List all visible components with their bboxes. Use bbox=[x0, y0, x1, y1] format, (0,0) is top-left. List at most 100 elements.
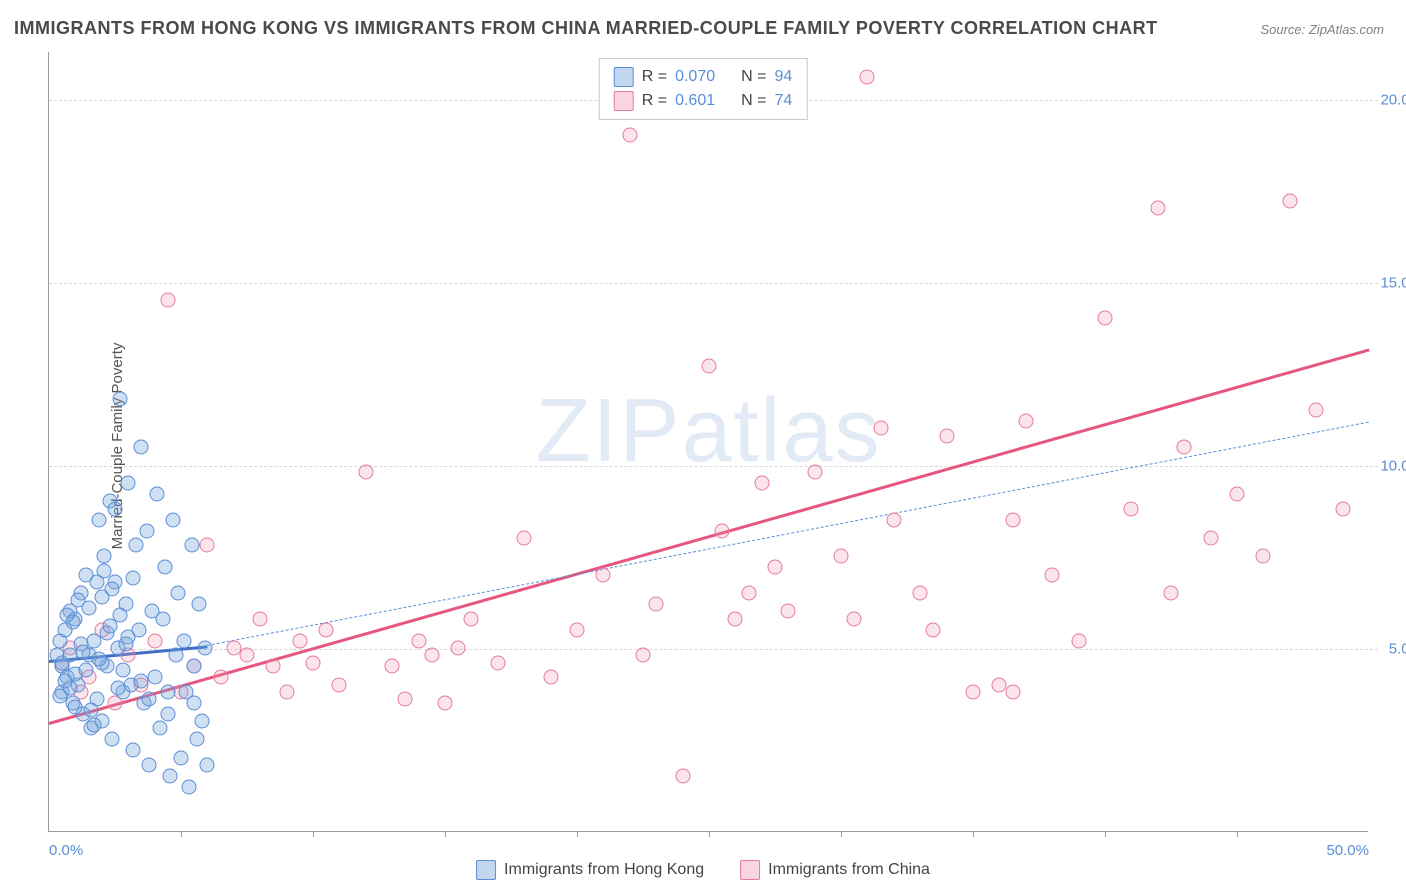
scatter-point bbox=[1124, 501, 1139, 516]
scatter-point bbox=[543, 670, 558, 685]
scatter-point bbox=[78, 662, 93, 677]
x-tick-mark bbox=[841, 831, 842, 837]
scatter-point bbox=[754, 476, 769, 491]
scatter-point bbox=[71, 593, 86, 608]
scatter-point bbox=[702, 358, 717, 373]
legend-item-china: Immigrants from China bbox=[740, 860, 930, 880]
x-tick-mark bbox=[313, 831, 314, 837]
scatter-point bbox=[306, 655, 321, 670]
scatter-point bbox=[171, 585, 186, 600]
scatter-point bbox=[1005, 684, 1020, 699]
x-tick-mark bbox=[1105, 831, 1106, 837]
scatter-point bbox=[768, 560, 783, 575]
scatter-point bbox=[279, 684, 294, 699]
scatter-point bbox=[451, 640, 466, 655]
x-tick-label: 50.0% bbox=[1326, 842, 1369, 859]
scatter-point bbox=[110, 681, 125, 696]
scatter-point bbox=[105, 732, 120, 747]
scatter-point bbox=[1098, 311, 1113, 326]
legend-series: Immigrants from Hong Kong Immigrants fro… bbox=[476, 860, 930, 880]
scatter-point bbox=[187, 695, 202, 710]
legend-label-cn: Immigrants from China bbox=[768, 861, 930, 879]
scatter-point bbox=[939, 428, 954, 443]
scatter-point bbox=[570, 622, 585, 637]
scatter-point bbox=[155, 611, 170, 626]
scatter-point bbox=[118, 637, 133, 652]
scatter-point bbox=[886, 512, 901, 527]
scatter-point bbox=[1005, 512, 1020, 527]
gridline bbox=[49, 283, 1378, 284]
y-tick-label: 10.0% bbox=[1380, 457, 1406, 474]
scatter-point bbox=[200, 538, 215, 553]
scatter-point bbox=[1335, 501, 1350, 516]
scatter-point bbox=[358, 465, 373, 480]
scatter-point bbox=[163, 769, 178, 784]
scatter-point bbox=[213, 670, 228, 685]
gridline bbox=[49, 466, 1378, 467]
scatter-point bbox=[150, 487, 165, 502]
scatter-point bbox=[292, 633, 307, 648]
trend-line bbox=[49, 349, 1370, 725]
scatter-point bbox=[97, 549, 112, 564]
scatter-point bbox=[1309, 402, 1324, 417]
chart-title: IMMIGRANTS FROM HONG KONG VS IMMIGRANTS … bbox=[14, 18, 1158, 39]
scatter-point bbox=[517, 531, 532, 546]
scatter-point bbox=[1203, 531, 1218, 546]
scatter-point bbox=[176, 633, 191, 648]
scatter-point bbox=[847, 611, 862, 626]
scatter-point bbox=[184, 538, 199, 553]
watermark: ZIPatlas bbox=[535, 380, 881, 483]
scatter-point bbox=[63, 648, 78, 663]
y-tick-label: 15.0% bbox=[1380, 274, 1406, 291]
scatter-point bbox=[129, 538, 144, 553]
scatter-point bbox=[134, 673, 149, 688]
swatch-pink-icon bbox=[614, 91, 634, 111]
r-value-cn: 0.601 bbox=[675, 89, 715, 113]
scatter-point bbox=[873, 421, 888, 436]
scatter-point bbox=[253, 611, 268, 626]
scatter-point bbox=[195, 714, 210, 729]
x-tick-label: 0.0% bbox=[49, 842, 83, 859]
scatter-point bbox=[60, 607, 75, 622]
swatch-blue-icon bbox=[614, 67, 634, 87]
scatter-point bbox=[126, 571, 141, 586]
scatter-point bbox=[142, 692, 157, 707]
scatter-point bbox=[158, 560, 173, 575]
scatter-point bbox=[189, 732, 204, 747]
scatter-point bbox=[192, 596, 207, 611]
scatter-point bbox=[728, 611, 743, 626]
x-tick-mark bbox=[1237, 831, 1238, 837]
scatter-point bbox=[438, 695, 453, 710]
scatter-point bbox=[411, 633, 426, 648]
scatter-point bbox=[332, 677, 347, 692]
scatter-point bbox=[152, 721, 167, 736]
swatch-pink-icon bbox=[740, 860, 760, 880]
r-prefix: R = bbox=[642, 65, 667, 89]
y-tick-label: 5.0% bbox=[1389, 640, 1406, 657]
scatter-point bbox=[1018, 413, 1033, 428]
scatter-point bbox=[197, 640, 212, 655]
x-tick-mark bbox=[181, 831, 182, 837]
scatter-point bbox=[398, 692, 413, 707]
scatter-point bbox=[1150, 201, 1165, 216]
n-value-hk: 94 bbox=[774, 65, 792, 89]
x-tick-mark bbox=[973, 831, 974, 837]
scatter-point bbox=[84, 703, 99, 718]
scatter-point bbox=[108, 501, 123, 516]
scatter-point bbox=[319, 622, 334, 637]
scatter-point bbox=[57, 673, 72, 688]
legend-correlation-box: R = 0.070 N = 94 R = 0.601 N = 74 bbox=[599, 58, 808, 120]
scatter-point bbox=[181, 780, 196, 795]
scatter-point bbox=[200, 758, 215, 773]
scatter-point bbox=[160, 706, 175, 721]
scatter-point bbox=[240, 648, 255, 663]
n-prefix: N = bbox=[741, 89, 766, 113]
scatter-point bbox=[741, 585, 756, 600]
scatter-point bbox=[134, 439, 149, 454]
legend-row-china: R = 0.601 N = 74 bbox=[614, 89, 793, 113]
n-prefix: N = bbox=[741, 65, 766, 89]
scatter-point bbox=[1177, 439, 1192, 454]
r-prefix: R = bbox=[642, 89, 667, 113]
scatter-point bbox=[490, 655, 505, 670]
y-tick-label: 20.0% bbox=[1380, 91, 1406, 108]
